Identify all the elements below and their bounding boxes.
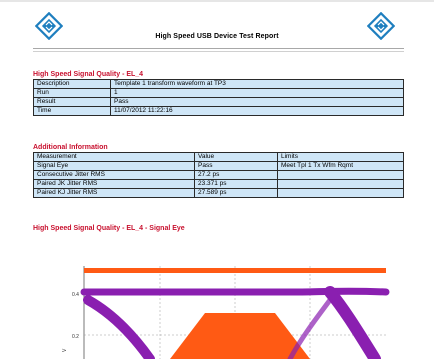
table-row: Description Template 1 transform wavefor… bbox=[33, 79, 404, 89]
company-logo-left bbox=[35, 12, 63, 40]
y-axis-label: V bbox=[62, 348, 68, 352]
upper-limit-band bbox=[84, 268, 386, 273]
column-header: Value bbox=[194, 152, 278, 162]
company-logo-right bbox=[367, 12, 395, 40]
section-title-signal-eye: High Speed Signal Quality - EL_4 - Signa… bbox=[33, 225, 185, 232]
eye-mask bbox=[170, 313, 310, 359]
section-title-signal-quality: High Speed Signal Quality - EL_4 bbox=[33, 71, 144, 78]
table-row: Run 1 bbox=[33, 88, 404, 98]
limits-cell bbox=[277, 188, 404, 198]
page-top-border bbox=[0, 0, 434, 2]
trace-top bbox=[80, 287, 390, 296]
test-summary-table: Description Template 1 transform wavefor… bbox=[33, 79, 404, 116]
measurements-table: Measurement Value Limits Signal Eye Pass… bbox=[33, 152, 404, 198]
value-cell: 27.589 ps bbox=[194, 188, 278, 198]
measurement-cell: Consecutive Jitter RMS bbox=[33, 170, 195, 180]
limits-cell bbox=[277, 170, 404, 180]
header-divider bbox=[33, 48, 404, 49]
table-header-row: Measurement Value Limits bbox=[33, 152, 404, 162]
row-label: Time bbox=[33, 106, 111, 116]
y-tick-label: 0.2 bbox=[72, 334, 79, 340]
grid bbox=[84, 266, 386, 359]
column-header: Measurement bbox=[33, 152, 195, 162]
row-label: Description bbox=[33, 79, 111, 89]
section-title-additional-information: Additional Information bbox=[33, 144, 108, 151]
table-row: Paired JK Jitter RMS 23.371 ps bbox=[33, 179, 404, 189]
value-cell: 27.2 ps bbox=[194, 170, 278, 180]
row-label: Run bbox=[33, 88, 111, 98]
measurement-cell: Signal Eye bbox=[33, 161, 195, 171]
limits-cell: Meet Tpl 1 Tx Wfm Rqmt bbox=[277, 161, 404, 171]
header-divider-secondary bbox=[33, 51, 404, 52]
column-header: Limits bbox=[277, 152, 404, 162]
value-cell: Pass bbox=[194, 161, 278, 171]
row-value: 11/07/2012 11:22:16 bbox=[110, 106, 404, 116]
eye-traces bbox=[80, 286, 390, 359]
row-value: 1 bbox=[110, 88, 404, 98]
trace-falling-left bbox=[83, 295, 155, 359]
table-row: Result Pass bbox=[33, 97, 404, 107]
y-tick-label: 0.4 bbox=[72, 292, 79, 298]
row-label: Result bbox=[33, 97, 111, 107]
measurement-cell: Paired JK Jitter RMS bbox=[33, 179, 195, 189]
table-row: Consecutive Jitter RMS 27.2 ps bbox=[33, 170, 404, 180]
table-row: Signal Eye Pass Meet Tpl 1 Tx Wfm Rqmt bbox=[33, 161, 404, 171]
row-value: Template 1 transform waveform at TP3 bbox=[110, 79, 404, 89]
table-row: Paired KJ Jitter RMS 27.589 ps bbox=[33, 188, 404, 198]
trace-falling-right bbox=[324, 286, 381, 359]
limits-cell bbox=[277, 179, 404, 189]
table-row: Time 11/07/2012 11:22:16 bbox=[33, 106, 404, 116]
row-value: Pass bbox=[110, 97, 404, 107]
measurement-cell: Paired KJ Jitter RMS bbox=[33, 188, 195, 198]
value-cell: 23.371 ps bbox=[194, 179, 278, 189]
trace-rising-right bbox=[287, 297, 333, 359]
report-title: High Speed USB Device Test Report bbox=[155, 33, 279, 40]
